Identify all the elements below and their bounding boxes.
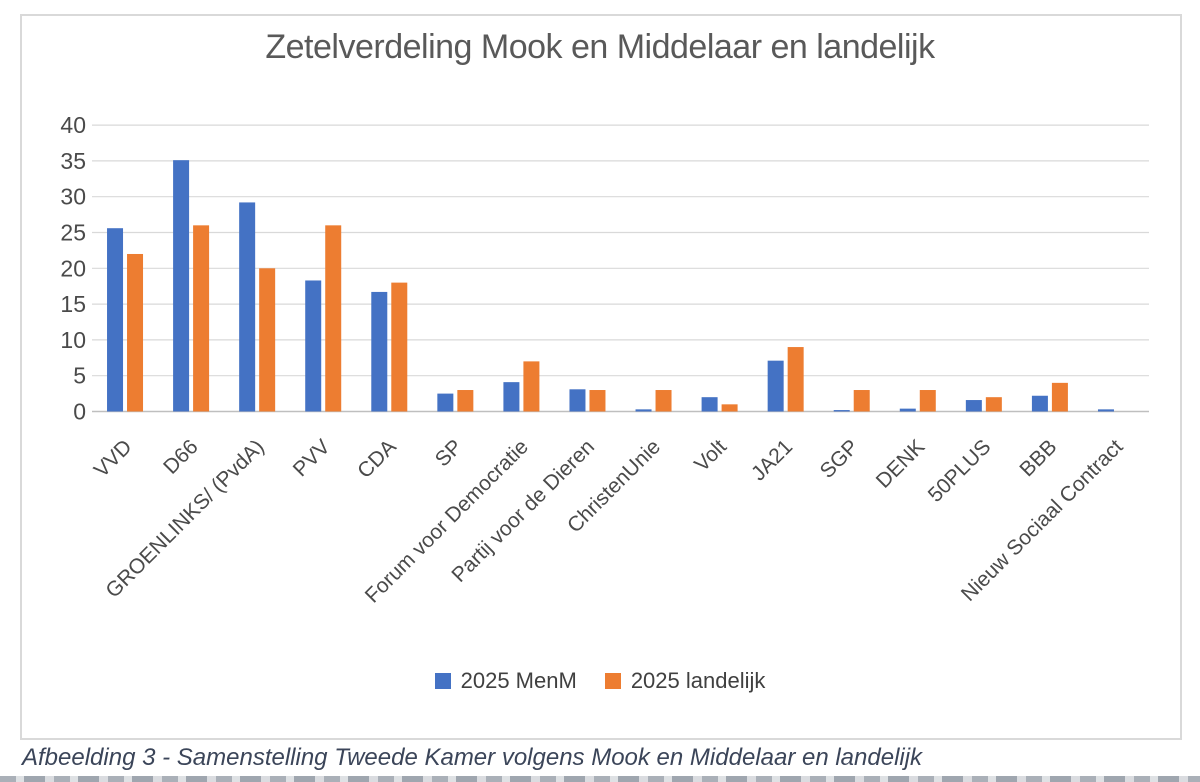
y-tick-label-5: 5 [73,363,86,389]
y-tick-label-25: 25 [60,220,86,246]
bar-2025-landelijk-bbb [1051,382,1068,412]
bar-2025-menm-sp [437,393,454,412]
y-tick-label-0: 0 [73,399,86,425]
chart-title: Zetelverdeling Mook en Middelaar en land… [265,28,935,66]
y-tick-label-15: 15 [60,291,86,317]
bar-2025-landelijk-denk [919,390,936,412]
legend-swatch-landelijk [604,673,621,689]
bar-2025-landelijk-pvv [325,225,342,412]
bar-2025-menm-denk [899,408,916,412]
y-tick-label-35: 35 [60,148,86,174]
legend-item-landelijk: 2025 landelijk [604,668,766,694]
y-tick-label-40: 40 [60,112,86,138]
cutoff-content-strip [0,776,1200,782]
bar-2025-menm-sgp [833,410,850,412]
bar-2025-menm-ja21 [767,360,784,412]
legend-swatch-menm [434,673,451,689]
bar-2025-landelijk-forum-voor-democratie [523,361,540,412]
legend-label-landelijk: 2025 landelijk [630,668,766,693]
x-axis-label-50plus: 50PLUS [924,435,996,507]
bar-2025-menm-50plus [965,400,982,412]
y-tick-label-30: 30 [60,184,86,210]
bar-2025-menm-volt [701,397,718,412]
x-axis-label-ja21: JA21 [747,435,797,485]
bar-2025-landelijk-ja21 [787,347,804,412]
chart-frame [20,14,1182,740]
bar-2025-menm-nieuw-sociaal-contract [1097,409,1114,412]
bar-2025-landelijk-partij-voor-de-dieren [589,390,606,412]
legend-item-menm: 2025 MenM [434,668,577,694]
bar-2025-menm-christenunie [635,409,652,412]
x-axis-label-denk: DENK [872,435,930,493]
bar-2025-landelijk-50plus [985,397,1002,412]
bar-2025-menm-partij-voor-de-dieren [569,389,586,412]
bar-2025-landelijk-sgp [853,390,870,412]
bar-2025-menm-pvv [305,280,322,412]
x-axis-label-sgp: SGP [816,435,864,483]
bar-2025-landelijk-d66 [193,225,210,412]
bar-2025-menm-groenlinks-pvda [239,202,256,412]
bar-2025-menm-forum-voor-democratie [503,382,520,412]
x-axis-label-sp: SP [431,435,467,471]
bar-2025-landelijk-cda [391,282,408,412]
bar-2025-menm-bbb [1031,395,1048,412]
bar-2025-menm-vvd [107,228,124,412]
x-axis-label-volt: Volt [690,435,731,476]
legend-label-menm: 2025 MenM [460,668,577,693]
y-tick-label-10: 10 [60,327,86,353]
bar-2025-menm-cda [371,291,388,412]
bar-2025-landelijk-sp [457,390,474,412]
bar-2025-landelijk-vvd [127,253,144,412]
x-axis-label-cda: CDA [353,435,401,483]
bar-2025-landelijk-volt [721,404,738,412]
x-axis-label-vvd: VVD [90,435,137,482]
chart-legend: 2025 MenM 2025 landelijk [0,668,1200,694]
bar-2025-menm-d66 [173,160,190,412]
x-axis-label-d66: D66 [159,435,203,479]
bar-2025-landelijk-groenlinks-pvda [259,268,276,412]
x-axis-label-pvv: PVV [289,435,335,481]
figure-caption: Afbeelding 3 - Samenstelling Tweede Kame… [22,744,923,771]
x-axis-label-bbb: BBB [1015,435,1061,481]
bar-2025-landelijk-christenunie [655,390,672,412]
y-tick-label-20: 20 [60,255,86,281]
